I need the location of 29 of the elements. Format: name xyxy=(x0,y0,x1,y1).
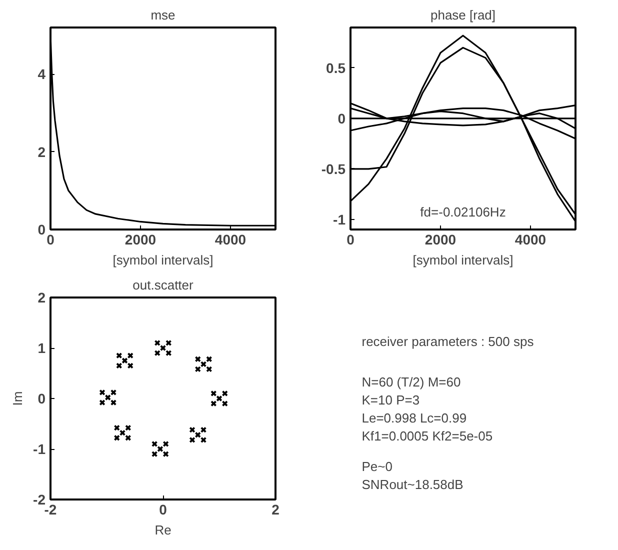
y-tick-label: -1 xyxy=(333,211,346,228)
y-axis-title: Im xyxy=(10,391,26,406)
x-tick-label: 2000 xyxy=(424,232,456,248)
annotation: fd=-0.02106Hz xyxy=(420,204,506,220)
x-axis-title: Re xyxy=(154,522,172,538)
y-tick-label: 0 xyxy=(38,390,46,406)
x-axis-title: [symbol intervals] xyxy=(112,252,214,268)
y-tick-label: 2 xyxy=(38,290,46,306)
y-tick-label: -0.5 xyxy=(321,160,346,177)
x-tick-label: 4000 xyxy=(214,232,246,248)
y-tick-label: 0.5 xyxy=(326,60,346,76)
chart-title: phase [rad] xyxy=(430,8,496,22)
y-tick-label: -1 xyxy=(33,441,46,457)
y-tick-label: 1 xyxy=(38,340,46,356)
y-tick-label: -2 xyxy=(33,492,46,508)
x-tick-label: 4000 xyxy=(514,232,546,248)
x-axis-title: [symbol intervals] xyxy=(412,252,514,268)
text: receiver parameters : 500 sps xyxy=(362,334,534,349)
y-tick-label: 4 xyxy=(38,66,46,82)
chart-title: mse xyxy=(150,8,176,22)
y-tick-label: 0 xyxy=(338,110,346,126)
y-tick-label: 2 xyxy=(38,144,46,160)
text: N=60 (T/2) M=60 K=10 P=3 Le=0.998 Lc=0.99 Kf1=0.0005 Kf2=5e-05 xyxy=(362,374,493,444)
text: Pe~0 SNRout~18.58dB xyxy=(362,459,464,492)
x-tick-label: 0 xyxy=(159,502,168,518)
x-tick-label: 2000 xyxy=(124,232,156,248)
y-tick-label: 0 xyxy=(38,222,46,238)
chart-title: out.scatter xyxy=(132,278,194,292)
x-tick-label: 2 xyxy=(272,502,280,518)
